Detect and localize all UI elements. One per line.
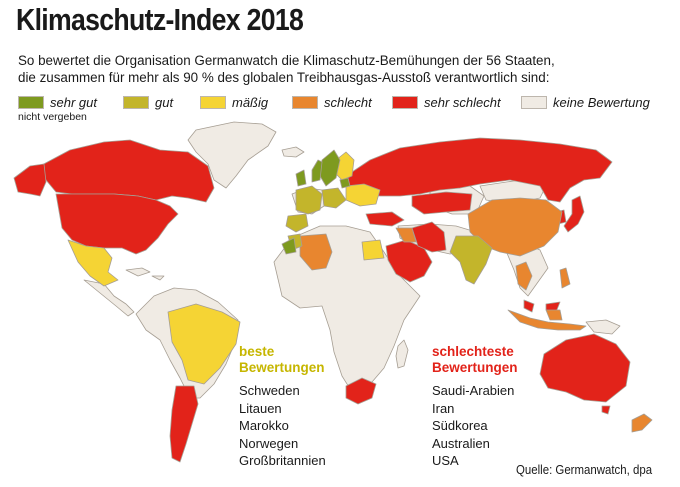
- best-list-item: Marokko: [239, 418, 289, 433]
- worst-list: Saudi-Arabien Iran Südkorea Australien U…: [432, 382, 518, 470]
- iran: [411, 221, 447, 253]
- russia: [339, 137, 613, 203]
- legend-item-schlecht: schlecht: [292, 94, 372, 110]
- best-list-item: Norwegen: [239, 435, 299, 451]
- caribbean-islands: [125, 267, 165, 281]
- legend-swatch-maessig: [200, 95, 226, 109]
- worst-list-item: USA: [432, 453, 459, 468]
- lithuania: [339, 177, 351, 189]
- subtitle-line-1: So bewertet die Organisation Germanwatch…: [18, 53, 555, 68]
- best-list-item: Großbritannien: [239, 453, 326, 468]
- worst-heading-line-2: Bewertungen: [432, 360, 518, 375]
- greenland: [187, 121, 277, 189]
- legend-item-sehr-gut: sehr gut: [18, 94, 97, 110]
- legend-label-maessig: mäßig: [232, 94, 269, 110]
- legend-swatch-sehr-schlecht: [392, 95, 418, 109]
- legend-note: nicht vergeben: [18, 111, 87, 123]
- norway: [311, 159, 323, 183]
- madagascar: [395, 339, 409, 369]
- south-africa: [345, 377, 377, 405]
- mexico-central-america-base: [83, 279, 135, 317]
- worst-heading-line-1: schlechteste: [432, 344, 514, 359]
- legend-item-sehr-schlecht: sehr schlecht: [392, 94, 501, 110]
- legend-swatch-sehr-gut: [18, 95, 44, 109]
- canada: [39, 139, 215, 203]
- egypt: [361, 239, 385, 261]
- australia: [539, 333, 631, 403]
- new-zealand: [631, 413, 653, 433]
- worst-list-item: Australien: [432, 435, 490, 451]
- morocco: [281, 237, 297, 255]
- legend-label-keine-bewertung: keine Bewertung: [553, 94, 650, 110]
- legend-item-gut: gut: [123, 94, 173, 110]
- best-list: Schweden Litauen Marokko Norwegen Großbr…: [239, 382, 326, 470]
- brazil: [167, 303, 241, 385]
- legend-label-sehr-schlecht: sehr schlecht: [424, 94, 501, 110]
- kazakhstan: [411, 191, 473, 215]
- worst-list-item: Saudi-Arabien: [432, 383, 515, 398]
- saudi-arabia: [385, 239, 433, 283]
- iceland: [281, 146, 305, 158]
- japan: [563, 195, 585, 233]
- mexico: [67, 239, 119, 287]
- legend-swatch-gut: [123, 95, 149, 109]
- philippines: [559, 267, 571, 289]
- legend-swatch-schlecht: [292, 95, 318, 109]
- thailand: [515, 261, 533, 291]
- france-germany: [295, 185, 323, 215]
- algeria: [299, 233, 333, 271]
- legend-swatch-keine-bewertung: [521, 95, 547, 109]
- best-ratings-box: beste Bewertungen Schweden Litauen Marok…: [239, 344, 326, 470]
- best-list-item: Litauen: [239, 400, 282, 416]
- spain-portugal: [285, 213, 309, 233]
- best-heading-line-2: Bewertungen: [239, 360, 325, 375]
- best-heading-line-1: beste: [239, 344, 275, 359]
- alaska: [13, 163, 47, 197]
- subtitle: So bewertet die Organisation Germanwatch…: [18, 52, 668, 86]
- papua-new-guinea: [585, 319, 621, 335]
- indonesia: [507, 309, 587, 331]
- india: [449, 235, 493, 285]
- usa: [55, 193, 179, 255]
- legend-item-keine-bewertung: keine Bewertung: [521, 94, 650, 110]
- legend-label-sehr-gut: sehr gut: [50, 94, 97, 110]
- united-kingdom: [295, 169, 307, 187]
- worst-list-item: Südkorea: [432, 418, 488, 433]
- worst-list-item: Iran: [432, 400, 455, 416]
- legend-label-schlecht: schlecht: [324, 94, 372, 110]
- argentina: [169, 385, 199, 463]
- iraq: [395, 227, 417, 243]
- legend-label-gut: gut: [155, 94, 174, 110]
- best-list-item: Schweden: [239, 383, 300, 398]
- legend-item-maessig: mäßig: [200, 94, 268, 110]
- worst-ratings-box: schlechteste Bewertungen Saudi-Arabien I…: [432, 344, 518, 470]
- subtitle-line-2: die zusammen für mehr als 90 % des globa…: [18, 70, 550, 85]
- page-title: Klimaschutz-Index 2018: [16, 2, 304, 37]
- turkey: [365, 211, 405, 227]
- source-credit: Quelle: Germanwatch, dpa: [516, 462, 653, 477]
- tasmania: [601, 405, 611, 415]
- sweden: [319, 149, 341, 187]
- central-europe: [321, 187, 347, 209]
- legend: sehr gut gut mäßig schlecht sehr schlech…: [18, 94, 678, 126]
